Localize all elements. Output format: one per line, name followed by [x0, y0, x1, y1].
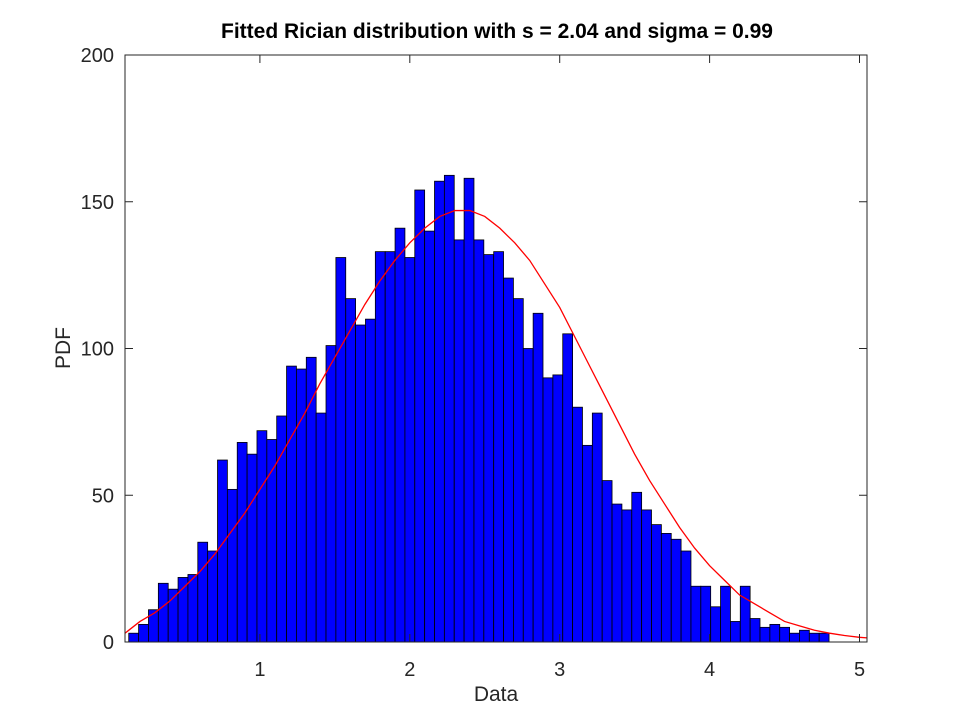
histogram-bar	[187, 574, 199, 643]
x-axis-label: Data	[474, 683, 519, 706]
histogram-bar	[503, 277, 514, 643]
y-tick-label: 100	[81, 339, 114, 361]
histogram-bar	[641, 509, 652, 643]
histogram-bar	[631, 491, 643, 643]
histogram-bar	[217, 459, 228, 643]
histogram-bar	[710, 606, 721, 643]
histogram-bar	[739, 585, 751, 643]
histogram-bar	[789, 632, 800, 643]
histogram-bar	[552, 374, 564, 643]
histogram-bar	[374, 251, 386, 643]
histogram-bar	[670, 538, 682, 643]
histogram-bar	[690, 585, 702, 643]
histogram-bar	[680, 550, 692, 643]
x-tick-label: 2	[404, 659, 415, 681]
histogram-bar	[749, 618, 761, 643]
histogram-bar	[345, 298, 356, 643]
x-tick-label: 5	[854, 659, 865, 681]
histogram-bar	[483, 254, 495, 643]
histogram-bar	[138, 623, 149, 643]
histogram-bar	[700, 585, 712, 643]
histogram-bar	[808, 632, 820, 643]
x-tick-label: 4	[704, 659, 715, 681]
chart-title: Fitted Rician distribution with s = 2.04…	[221, 20, 773, 43]
histogram-bar	[424, 230, 435, 643]
histogram-bar	[779, 626, 790, 643]
histogram-bar	[177, 577, 189, 643]
histogram-bar	[453, 239, 465, 643]
histogram-bar	[325, 345, 337, 643]
y-tick-label: 50	[92, 485, 114, 507]
histogram-bar	[335, 257, 347, 643]
histogram-bar	[730, 621, 741, 643]
histogram-bar	[355, 324, 366, 643]
histogram-bar	[818, 632, 830, 643]
histogram-bar	[315, 412, 327, 643]
histogram-bar	[226, 488, 238, 643]
y-axis-ticks: 0 50 100 150 200	[81, 45, 867, 654]
histogram-bar	[473, 239, 485, 643]
y-tick-label: 0	[103, 632, 114, 654]
histogram-bar	[611, 503, 623, 643]
histogram-bar	[286, 365, 297, 643]
histogram-bar	[582, 444, 593, 643]
histogram-bar	[365, 318, 376, 643]
histogram-bar	[404, 257, 416, 643]
histogram-bar	[651, 524, 662, 643]
histogram-bar	[236, 442, 248, 643]
histogram-bar	[562, 333, 573, 643]
x-axis-ticks: 1 2 3 4 5	[254, 55, 865, 681]
histogram-bar	[384, 251, 396, 643]
histogram-bar	[572, 406, 583, 643]
histogram-bar	[207, 550, 218, 643]
histogram-bar	[276, 415, 287, 643]
histogram-bar	[532, 312, 544, 643]
histogram-bar	[128, 632, 140, 643]
histogram-bar	[769, 623, 781, 643]
histogram-bar	[720, 585, 731, 643]
histogram-bar	[493, 251, 504, 643]
histogram-bar	[394, 227, 406, 643]
y-tick-label: 200	[81, 45, 114, 67]
histogram-bar	[157, 582, 169, 643]
histogram-bar	[148, 609, 159, 643]
x-tick-label: 3	[554, 659, 565, 681]
y-axis-label: PDF	[52, 327, 75, 369]
histogram-bar	[621, 509, 633, 643]
histogram-bar	[513, 298, 524, 643]
histogram-bar	[256, 430, 268, 643]
histogram-bar	[759, 626, 771, 643]
histogram-bar	[296, 368, 307, 643]
histogram-bar	[246, 453, 258, 643]
x-tick-label: 1	[254, 659, 265, 681]
fitted-rician-curve	[124, 209, 868, 639]
histogram-bar	[799, 629, 810, 643]
histogram-bar	[463, 177, 475, 643]
y-tick-label: 150	[81, 192, 114, 214]
histogram-bar	[414, 189, 426, 643]
histogram-bar	[601, 480, 613, 643]
histogram-bar	[591, 412, 603, 643]
histogram-bar	[660, 533, 672, 643]
histogram-bar	[522, 348, 534, 643]
histogram-bar	[542, 377, 554, 643]
histogram-bar	[434, 180, 445, 643]
histogram-bar	[197, 541, 209, 643]
histogram-bar	[443, 174, 455, 643]
